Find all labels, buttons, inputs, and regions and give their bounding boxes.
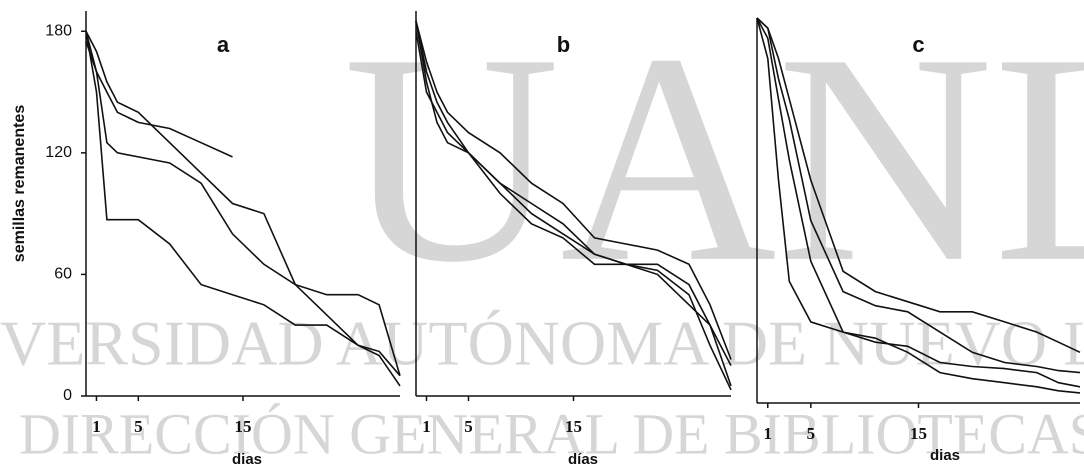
x-tick-label: 15 [565, 417, 582, 436]
x-tick-label: 15 [235, 417, 252, 436]
x-tick-label: 1 [764, 424, 773, 443]
x-axis-label: dias [930, 447, 960, 464]
series-line [415, 20, 732, 360]
y-tick-label: 60 [54, 266, 72, 283]
x-tick-label: 5 [807, 424, 816, 443]
series-line [756, 17, 1081, 354]
x-tick-label: 5 [464, 417, 473, 436]
panel-title: b [557, 32, 570, 57]
series-line [85, 30, 401, 376]
x-tick-label: 1 [422, 417, 431, 436]
series-line [85, 31, 401, 387]
series-line [756, 17, 1081, 374]
x-tick-label: 1 [92, 417, 101, 436]
x-tick-label: 5 [134, 417, 143, 436]
y-tick-label: 120 [45, 144, 72, 161]
series-line [415, 20, 732, 387]
y-tick-label: 180 [45, 22, 72, 39]
x-axis-label: días [568, 451, 598, 466]
series-line [756, 17, 1081, 388]
series-line [415, 20, 732, 391]
panel-title: c [912, 32, 924, 57]
x-axis-label: dias [232, 451, 262, 466]
panel-title: a [217, 32, 230, 57]
watermark: UNIVERSIDAD AUTÓNOMA DE NUEVO LEÓN [0, 308, 1084, 379]
watermark: DIRECCIÓN GENERAL DE BIBLIOTECAS [19, 401, 1084, 466]
series-line [85, 31, 401, 377]
watermark: UANL [343, 0, 1084, 324]
y-tick-label: 0 [63, 387, 72, 404]
series-line [415, 31, 732, 366]
series-line [756, 17, 1081, 394]
series-line [85, 41, 233, 158]
y-axis-label: semillas remanentes [11, 105, 28, 263]
x-tick-label: 15 [910, 424, 927, 443]
